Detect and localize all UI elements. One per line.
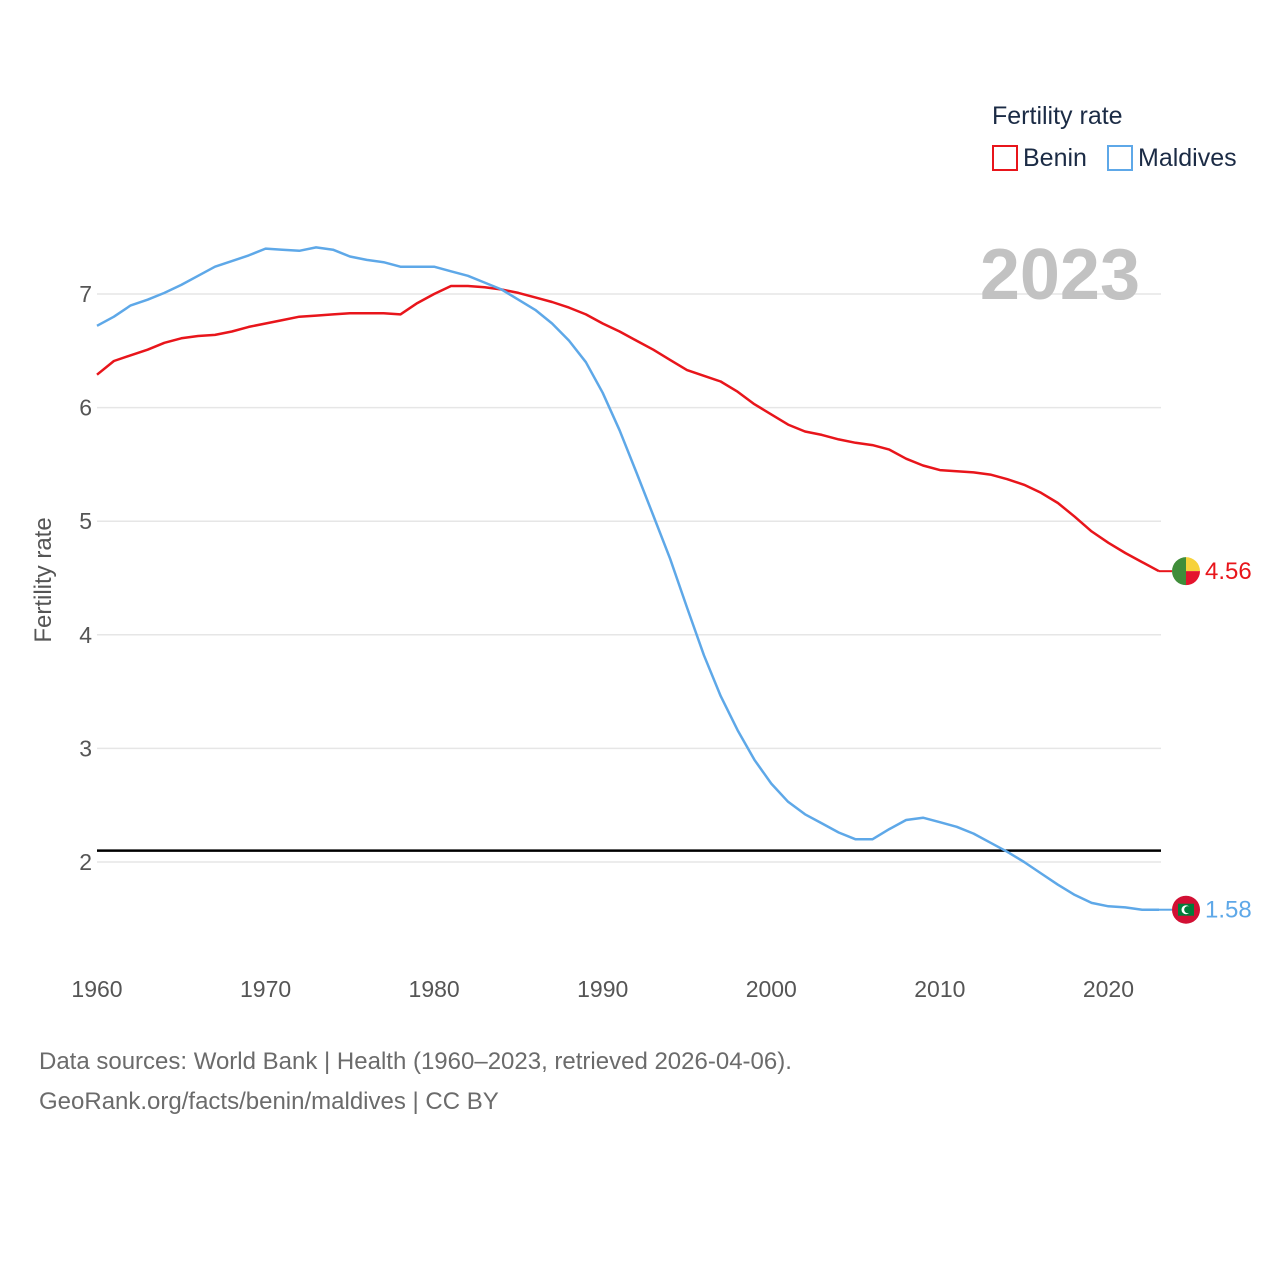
legend-label-maldives: Maldives: [1138, 144, 1237, 172]
y-tick-label: 4: [79, 622, 92, 648]
flag-benin-icon: [1172, 557, 1200, 586]
end-markers: 4.56 1.58: [1159, 557, 1252, 924]
source-note: Data sources: World Bank | Health (1960–…: [39, 1042, 792, 1122]
x-tick-label: 1980: [409, 976, 460, 1002]
series-line-maldives[interactable]: [96, 246, 1159, 911]
x-tick-label: 1990: [577, 976, 628, 1002]
y-axis-title: Fertility rate: [30, 517, 57, 642]
x-tick-label: 2000: [746, 976, 797, 1002]
legend-item-maldives[interactable]: Maldives: [1107, 144, 1237, 172]
y-axis-ticks: 2 3 4 5 6 7: [79, 281, 92, 875]
flag-maldives-icon: [1172, 895, 1200, 924]
year-label: 2023: [980, 235, 1140, 315]
x-tick-label: 1970: [240, 976, 291, 1002]
end-label-benin: 4.56: [1205, 558, 1252, 585]
legend: Fertility rate Benin Maldives: [992, 102, 1237, 172]
y-tick-label: 5: [79, 508, 92, 534]
gridlines: [97, 293, 1161, 863]
y-tick-label: 3: [79, 735, 92, 761]
source-line-1: Data sources: World Bank | Health (1960–…: [39, 1048, 792, 1075]
legend-title: Fertility rate: [992, 102, 1123, 130]
y-tick-label: 7: [79, 281, 92, 307]
legend-label-benin: Benin: [1023, 144, 1087, 172]
series-line-benin[interactable]: [96, 284, 1160, 573]
series-lines: [96, 246, 1160, 911]
y-tick-label: 2: [79, 849, 92, 875]
legend-swatch-benin: [992, 145, 1018, 171]
x-tick-label: 2020: [1083, 976, 1134, 1002]
end-label-maldives: 1.58: [1205, 897, 1252, 924]
legend-item-benin[interactable]: Benin: [992, 144, 1087, 172]
x-tick-label: 2010: [914, 976, 965, 1002]
source-line-2: GeoRank.org/facts/benin/maldives | CC BY: [39, 1088, 499, 1115]
fertility-chart: 2 3 4 5 6 7 1960 1970 1980 1990 2000 2010 2020 4.56…: [30, 102, 1252, 1002]
y-tick-label: 6: [79, 395, 92, 421]
x-tick-label: 1960: [71, 976, 122, 1002]
x-axis-ticks: 1960 1970 1980 1990 2000 2010 2020: [71, 976, 1134, 1002]
legend-swatch-maldives: [1107, 145, 1133, 171]
